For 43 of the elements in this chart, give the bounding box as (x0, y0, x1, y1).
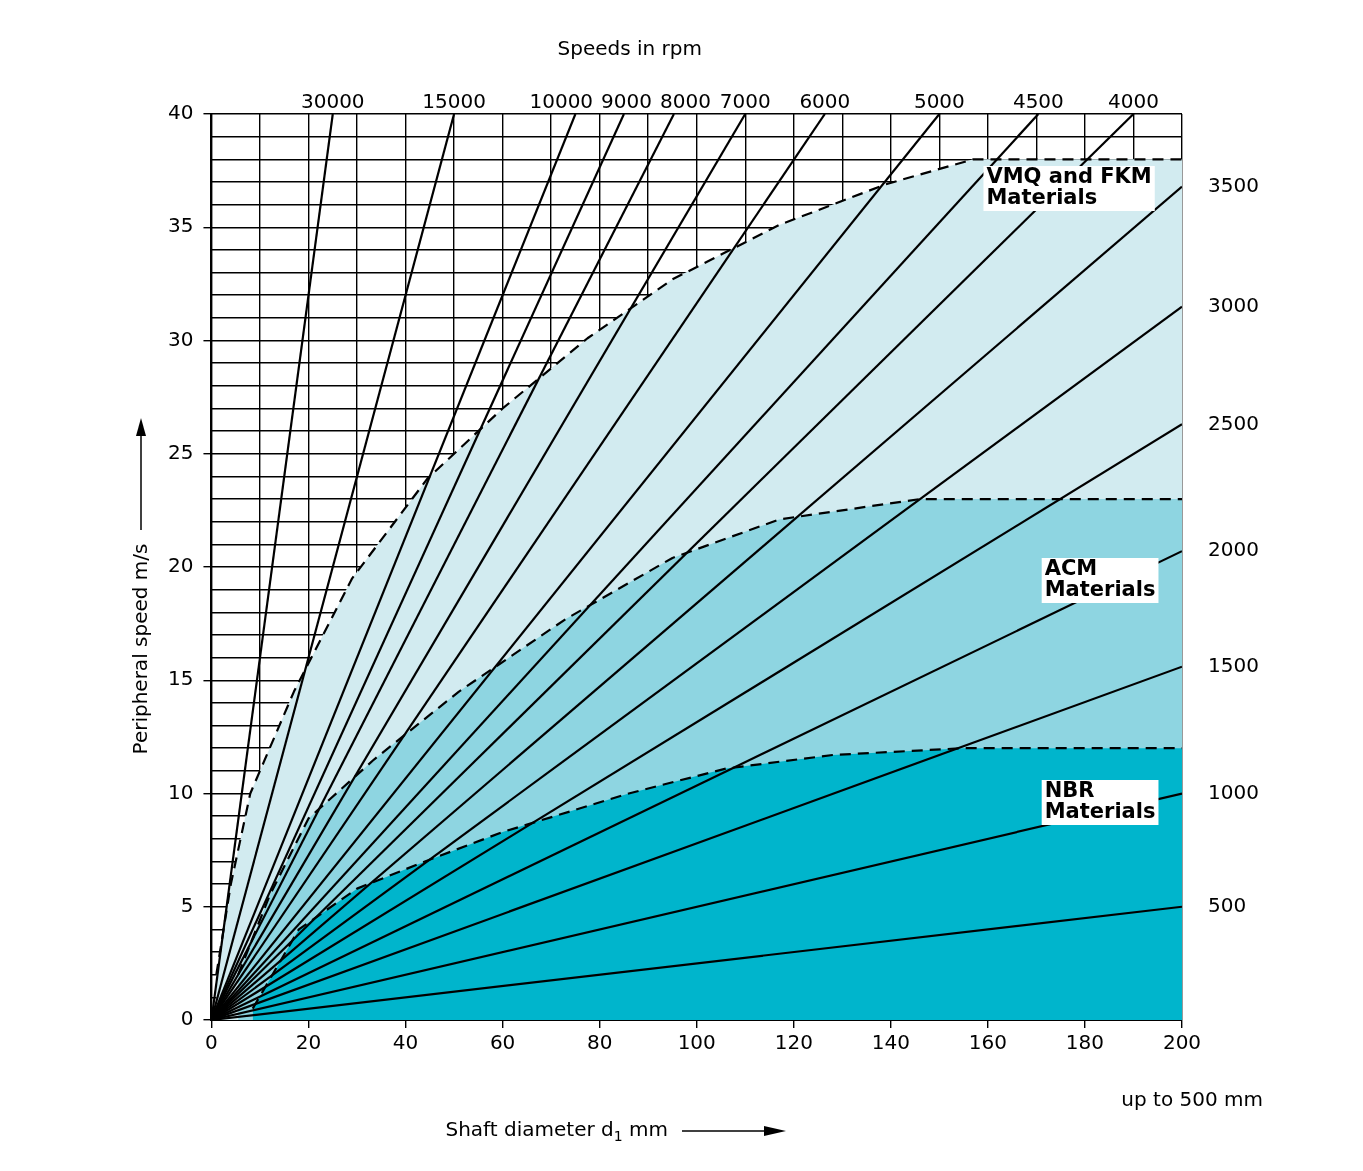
y-tick-label: 5 (180, 892, 194, 917)
series-label: NBR Materials (1044, 777, 1156, 823)
x-tick-label: 140 (871, 1030, 910, 1055)
series-label: 5000 (913, 89, 965, 114)
series-label: 10000 (529, 89, 594, 114)
x-tick-label: 180 (1065, 1030, 1105, 1055)
series-label: 30000 (300, 89, 365, 114)
text: Speeds in rpm (557, 36, 702, 61)
y-tick-label: 0 (180, 1006, 194, 1031)
y-tick-label: 35 (168, 213, 194, 238)
y-tick-label: 30 (168, 326, 194, 351)
x-tick-label: 60 (489, 1030, 516, 1055)
series-label: 1500 (1208, 652, 1259, 677)
series-label: 3000 (1208, 292, 1259, 317)
series-label: 4000 (1108, 89, 1159, 114)
x-tick-label: 120 (774, 1030, 813, 1055)
series-label: 15000 (422, 89, 486, 114)
series-label: ACM Materials (1044, 555, 1156, 601)
x-tick-label: 160 (968, 1030, 1007, 1055)
text: up to 500 mm (1121, 1087, 1263, 1112)
x-tick-label: 80 (586, 1030, 613, 1055)
series-label: 7000 (719, 89, 771, 114)
y-tick-label: 25 (168, 439, 194, 464)
x-tick-label: 100 (677, 1030, 716, 1055)
series-label: 500 (1208, 892, 1247, 917)
y-tick-label: 10 (168, 779, 194, 804)
series-label: 9000 (601, 89, 652, 114)
y-tick-label: 20 (168, 553, 194, 578)
x-tick-label: 200 (1162, 1030, 1202, 1055)
series-label: VMQ and FKM Materials (986, 164, 1152, 210)
series-label: 3500 (1208, 172, 1259, 197)
y-tick-label: 15 (168, 666, 194, 691)
series-label: 2500 (1208, 410, 1259, 435)
x-tick-label: 20 (295, 1030, 322, 1055)
series-label: 6000 (799, 89, 851, 114)
series-label: 4500 (1012, 89, 1064, 114)
series-label: 1000 (1208, 779, 1259, 804)
y-axis-title: Peripheral speed m/s (127, 543, 152, 755)
x-tick-label: 0 (205, 1030, 218, 1055)
y-tick-label: 40 (168, 100, 194, 125)
series-label: 8000 (659, 89, 711, 114)
series-label: 2000 (1208, 537, 1259, 562)
x-tick-label: 40 (392, 1030, 419, 1055)
